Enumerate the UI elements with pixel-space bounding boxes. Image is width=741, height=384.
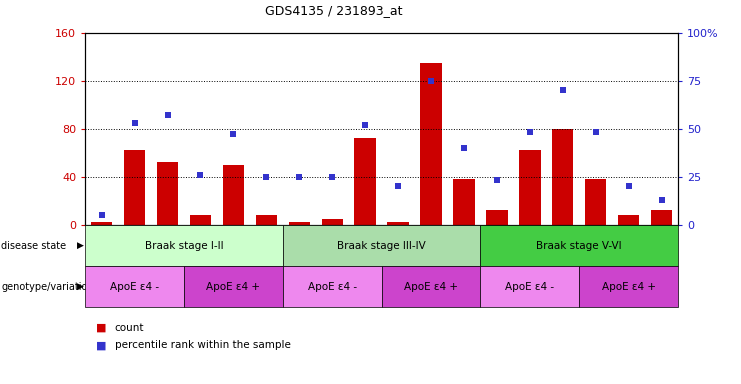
Text: Braak stage III-IV: Braak stage III-IV — [337, 240, 426, 251]
Text: count: count — [115, 323, 144, 333]
Text: disease state: disease state — [1, 240, 67, 251]
Text: ■: ■ — [96, 323, 107, 333]
Bar — [618, 215, 639, 225]
Point — [260, 174, 272, 180]
Bar — [91, 222, 113, 225]
Point — [425, 78, 437, 84]
Bar — [190, 215, 211, 225]
Point — [293, 174, 305, 180]
Point — [524, 129, 536, 136]
Bar — [124, 150, 145, 225]
Text: Braak stage V-VI: Braak stage V-VI — [536, 240, 622, 251]
Text: genotype/variation: genotype/variation — [1, 281, 94, 292]
Point — [556, 87, 568, 93]
Bar — [322, 218, 343, 225]
Point — [326, 174, 338, 180]
Point — [359, 122, 371, 128]
Bar — [388, 222, 409, 225]
Bar — [420, 63, 442, 225]
Point — [458, 145, 470, 151]
Point — [590, 129, 602, 136]
Point — [162, 112, 173, 118]
Text: ▶: ▶ — [76, 241, 84, 250]
Bar — [157, 162, 179, 225]
Text: ApoE ε4 +: ApoE ε4 + — [404, 281, 458, 292]
Bar — [519, 150, 540, 225]
Bar — [453, 179, 475, 225]
Point — [129, 120, 141, 126]
Text: ApoE ε4 -: ApoE ε4 - — [308, 281, 356, 292]
Point — [227, 131, 239, 137]
Text: ■: ■ — [96, 340, 107, 350]
Bar — [354, 138, 376, 225]
Text: ▶: ▶ — [76, 282, 84, 291]
Point — [622, 183, 634, 189]
Text: ApoE ε4 -: ApoE ε4 - — [110, 281, 159, 292]
Point — [96, 212, 107, 218]
Bar — [486, 210, 508, 225]
Text: percentile rank within the sample: percentile rank within the sample — [115, 340, 290, 350]
Point — [491, 177, 503, 184]
Point — [392, 183, 404, 189]
Bar — [288, 222, 310, 225]
Bar — [651, 210, 672, 225]
Bar — [552, 129, 574, 225]
Point — [195, 172, 207, 178]
Point — [656, 197, 668, 203]
Text: ApoE ε4 -: ApoE ε4 - — [505, 281, 554, 292]
Text: GDS4135 / 231893_at: GDS4135 / 231893_at — [265, 4, 403, 17]
Bar — [256, 215, 277, 225]
Bar — [223, 165, 244, 225]
Bar — [585, 179, 606, 225]
Text: ApoE ε4 +: ApoE ε4 + — [207, 281, 260, 292]
Text: ApoE ε4 +: ApoE ε4 + — [602, 281, 656, 292]
Text: Braak stage I-II: Braak stage I-II — [144, 240, 223, 251]
